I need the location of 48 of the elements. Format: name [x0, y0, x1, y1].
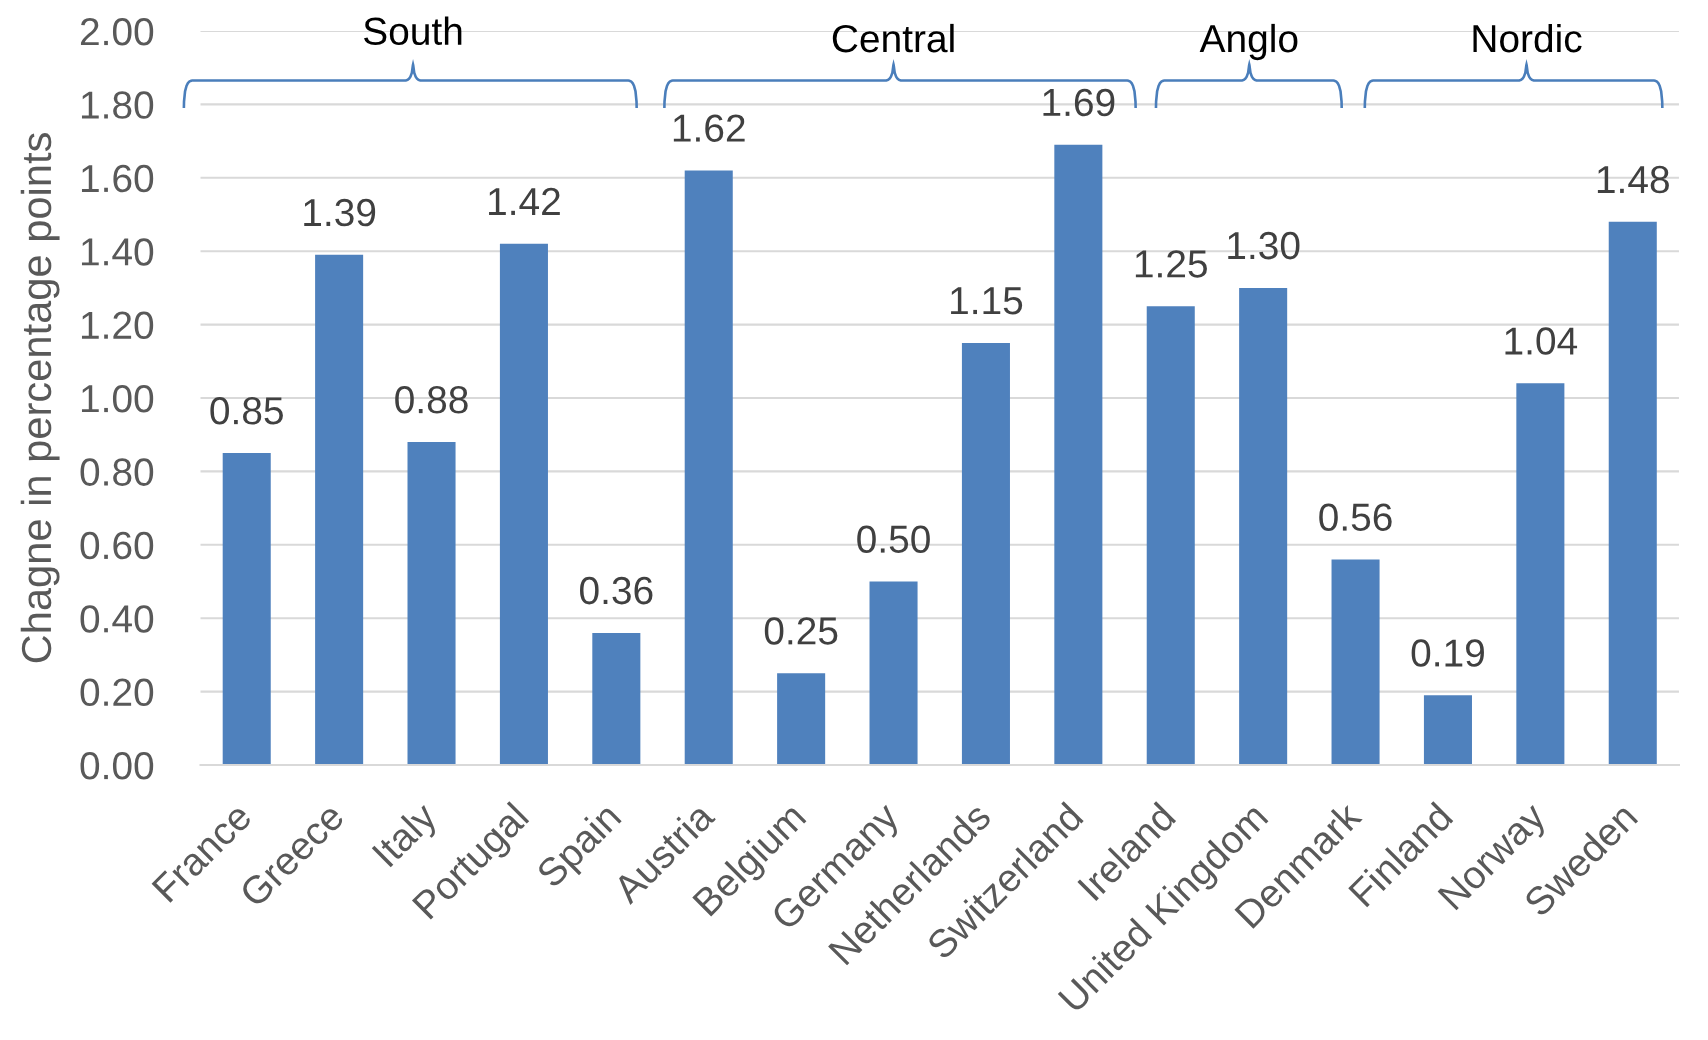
data-label: 0.50 [857, 525, 930, 553]
data-label: 1.42 [489, 187, 560, 215]
annotation: Central [832, 23, 954, 53]
annotation: Nordic [1473, 23, 1582, 53]
data-label: 1.48 [1597, 165, 1669, 194]
data-label: 0.36 [580, 576, 653, 605]
data-label: 1.04 [1505, 327, 1578, 355]
y-tick-label: 1.40 [81, 238, 154, 266]
data-label: 1.25 [1135, 250, 1207, 278]
annotation: Anglo [1199, 23, 1298, 61]
y-tick-label: 1.60 [81, 164, 154, 193]
bar [777, 673, 826, 766]
annotation: South [364, 16, 462, 46]
bar [315, 254, 364, 766]
bar [1423, 695, 1472, 766]
data-label: 0.88 [395, 385, 468, 414]
y-tick-label: 1.80 [81, 91, 154, 119]
data-label: 1.62 [673, 114, 745, 142]
data-label: 0.25 [764, 617, 838, 645]
bar [1608, 221, 1657, 766]
y-tick-label: 1.00 [81, 384, 154, 413]
y-tick-label: 0.80 [80, 458, 154, 486]
y-tick-label: 0.00 [80, 751, 154, 780]
bar [961, 342, 1010, 766]
bar [499, 243, 548, 766]
bar [869, 581, 918, 766]
data-label: 1.15 [951, 287, 1023, 315]
bar [407, 442, 456, 766]
bar [1331, 559, 1380, 766]
data-label: 1.30 [1228, 231, 1300, 260]
data-label: 0.85 [210, 397, 283, 425]
bar [1054, 144, 1103, 766]
data-label: 1.69 [1043, 88, 1115, 117]
data-label: 1.39 [304, 198, 376, 227]
bar [1516, 383, 1565, 766]
y-tick-label: 2.00 [80, 17, 154, 46]
bar [684, 170, 733, 766]
bar [592, 632, 641, 766]
bar [222, 453, 271, 766]
data-label: 0.19 [1411, 639, 1484, 667]
data-label: 0.56 [1319, 503, 1392, 531]
y-tick-label: 1.20 [81, 311, 154, 340]
y-axis-title: Chagne in percentage points [20, 133, 60, 663]
y-tick-label: 0.40 [80, 605, 154, 633]
bar [1146, 306, 1195, 766]
y-tick-label: 0.60 [80, 531, 154, 560]
y-tick-label: 0.20 [80, 678, 154, 707]
bar [1239, 287, 1288, 766]
